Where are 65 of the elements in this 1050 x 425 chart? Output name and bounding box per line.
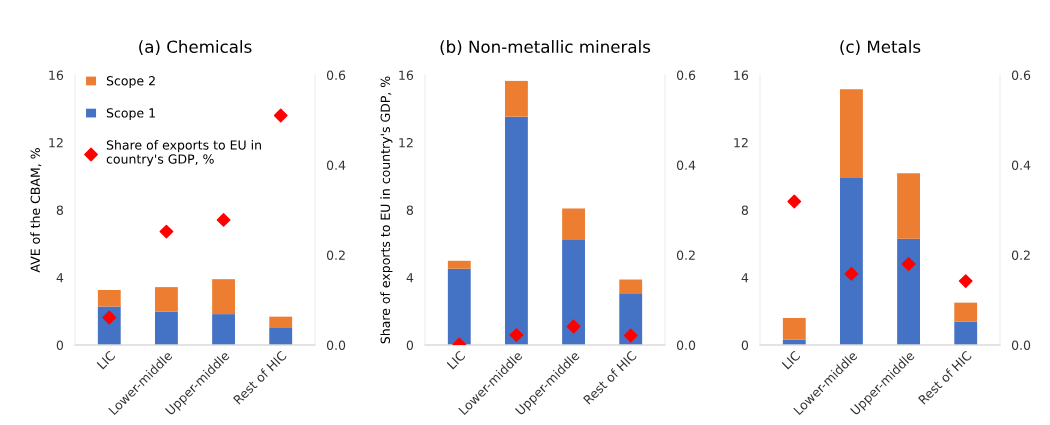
- y2-tick-label: 0.0: [1011, 340, 1031, 350]
- bar: [954, 302, 978, 322]
- y2-tick-label: 0.2: [1011, 250, 1030, 260]
- y-tick-label: 16: [49, 70, 64, 80]
- bar: [897, 238, 920, 345]
- bar: [954, 321, 978, 345]
- bar: [212, 279, 235, 315]
- chart-title: (c) Metals: [840, 40, 921, 55]
- point: [901, 257, 916, 271]
- bar: [97, 289, 121, 307]
- legend-label: Share of exports to EU in country's GDP, %: [106, 140, 261, 167]
- y-tick-label: 0: [56, 340, 64, 350]
- bar: [840, 89, 863, 178]
- bar: [447, 268, 471, 345]
- bar: [840, 177, 863, 345]
- point: [844, 266, 859, 281]
- y2-tick-label: 0.0: [326, 340, 346, 350]
- point: [216, 212, 231, 227]
- bar: [269, 327, 293, 345]
- chart-title: (b) Non-metallic minerals: [440, 40, 651, 55]
- bar: [782, 318, 806, 340]
- y-tick-label: 4: [406, 273, 414, 283]
- y-tick-label: 4: [741, 273, 749, 283]
- bar: [562, 240, 585, 345]
- point: [787, 194, 802, 209]
- bar: [155, 287, 178, 312]
- y2-tick-label: 0.4: [1011, 160, 1031, 170]
- chart-title: (a) Chemicals: [139, 40, 252, 55]
- bar: [619, 293, 643, 345]
- y-tick-label: 0: [741, 340, 749, 350]
- bar: [269, 316, 293, 328]
- y-tick-label: 12: [399, 137, 413, 148]
- y-tick-label: 12: [734, 137, 748, 148]
- bar: [619, 279, 643, 294]
- y2-tick-label: 0.4: [676, 160, 696, 170]
- y2-tick-label: 0.6: [326, 70, 346, 80]
- y2-tick-label: 0.0: [676, 340, 696, 350]
- point: [159, 224, 174, 239]
- y-tick-label: 16: [399, 70, 414, 80]
- bar: [447, 260, 471, 269]
- bar: [897, 173, 920, 239]
- point: [958, 274, 973, 289]
- y-axis-title: Share of exports to EU in country's GDP, %: [380, 76, 393, 344]
- bar: [562, 208, 585, 241]
- point: [273, 108, 288, 123]
- y-axis-title: AVE of the CBAM, %: [30, 148, 42, 273]
- y-tick-label: 8: [741, 205, 749, 215]
- legend-label: Scope 2: [106, 76, 155, 88]
- y2-tick-label: 0.2: [326, 250, 345, 260]
- bar: [505, 80, 528, 117]
- point: [102, 310, 117, 325]
- bar: [212, 314, 235, 345]
- y-tick-label: 4: [56, 273, 64, 283]
- y2-tick-label: 0.6: [1011, 70, 1031, 80]
- y2-tick-label: 0.6: [676, 70, 696, 80]
- y-tick-label: 12: [49, 137, 63, 148]
- y2-tick-label: 0.2: [676, 250, 695, 260]
- y-tick-label: 8: [406, 205, 414, 215]
- y-tick-label: 8: [56, 205, 64, 215]
- y-tick-label: 0: [406, 340, 414, 350]
- y2-tick-label: 0.4: [326, 160, 346, 170]
- legend-label: Scope 1: [106, 108, 155, 121]
- bar: [505, 116, 528, 345]
- bar: [155, 311, 178, 345]
- y-tick-label: 16: [734, 70, 749, 80]
